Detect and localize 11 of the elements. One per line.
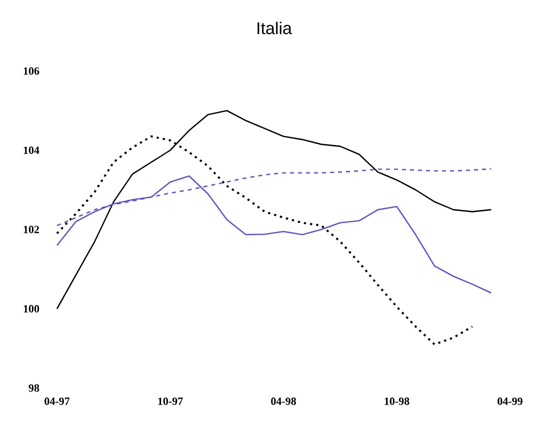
y-tick-label: 98 xyxy=(28,384,40,392)
y-tick-label: 100 xyxy=(24,305,40,312)
y-tick-label: 106 xyxy=(24,67,40,75)
x-tick-label: 10-98 xyxy=(384,398,410,405)
x-tick-label: 04-98 xyxy=(271,398,296,405)
x-tick-label: 04-99 xyxy=(498,398,522,405)
x-tick-label: 04-97 xyxy=(44,398,70,405)
x-tick-label: 10-97 xyxy=(158,398,183,405)
chart-title: Italia xyxy=(258,22,292,34)
y-tick-label: 102 xyxy=(24,226,39,234)
y-tick-label: 104 xyxy=(24,146,40,154)
